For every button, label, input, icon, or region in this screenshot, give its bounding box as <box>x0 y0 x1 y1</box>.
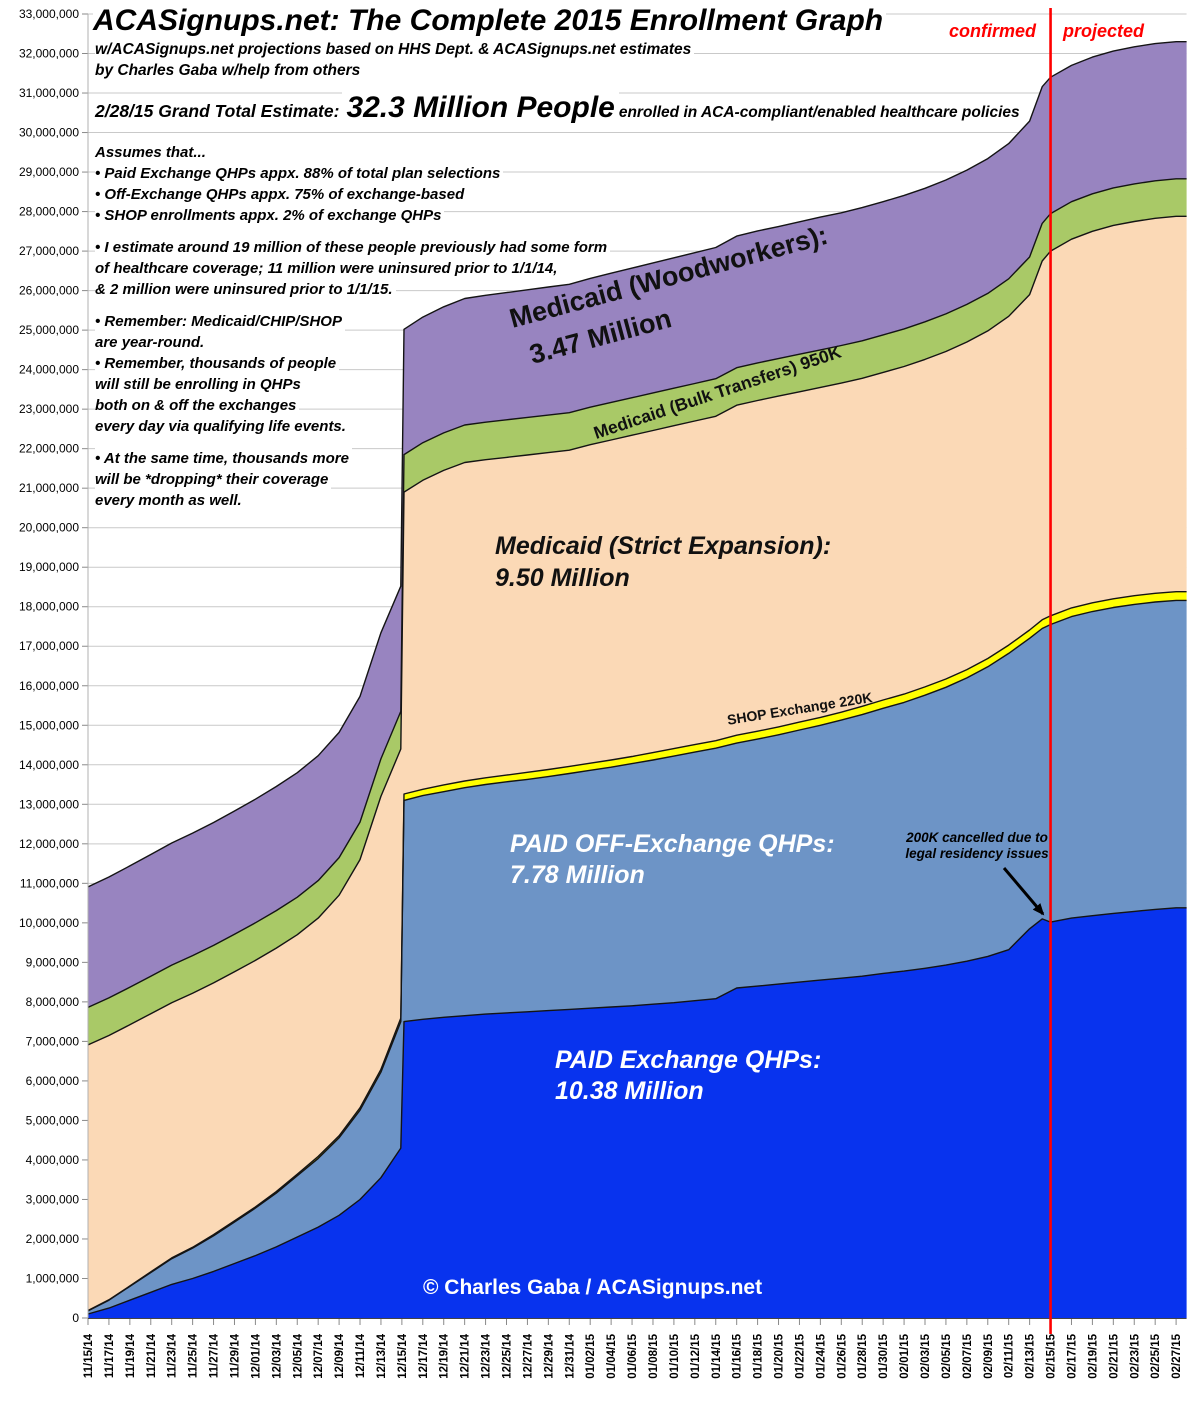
y-axis-tick-label: 32,000,000 <box>19 47 79 61</box>
x-axis-tick-label: 01/12/15 <box>690 1333 702 1378</box>
x-axis-tick-label: 01/02/15 <box>585 1333 597 1378</box>
y-axis-tick-label: 3,000,000 <box>26 1192 80 1206</box>
y-axis-tick-label: 26,000,000 <box>19 284 79 298</box>
x-axis-tick-label: 11/21/14 <box>146 1333 158 1378</box>
area-paid-exchange-qhps <box>88 907 1187 1318</box>
x-axis-tick-label: 12/23/14 <box>481 1333 493 1378</box>
y-axis-tick-label: 24,000,000 <box>19 363 79 377</box>
y-axis-tick-label: 14,000,000 <box>19 758 79 772</box>
y-axis-tick-label: 22,000,000 <box>19 442 79 456</box>
x-axis-tick-label: 01/26/15 <box>836 1333 848 1378</box>
x-axis-tick-label: 01/28/15 <box>857 1333 869 1378</box>
x-axis-tick-label: 12/15/14 <box>397 1333 409 1378</box>
x-axis-tick-label: 01/22/15 <box>794 1333 806 1378</box>
x-axis-tick-label: 12/01/14 <box>250 1333 262 1378</box>
y-axis-tick-label: 10,000,000 <box>19 916 79 930</box>
x-axis-tick-label: 02/19/15 <box>1087 1333 1099 1378</box>
x-axis-tick-label: 02/05/15 <box>941 1333 953 1378</box>
x-axis-tick-label: 12/29/14 <box>543 1333 555 1378</box>
y-axis-tick-label: 33,000,000 <box>19 7 79 21</box>
y-axis-tick-label: 7,000,000 <box>26 1034 80 1048</box>
x-axis-tick-label: 01/06/15 <box>627 1333 639 1378</box>
x-axis-tick-label: 12/07/14 <box>313 1333 325 1378</box>
y-axis-tick-label: 8,000,000 <box>26 995 80 1009</box>
x-axis-tick-label: 11/23/14 <box>167 1333 179 1378</box>
x-axis-tick-label: 11/25/14 <box>188 1333 200 1378</box>
y-axis-tick-label: 6,000,000 <box>26 1074 80 1088</box>
x-axis-tick-label: 12/11/14 <box>355 1333 367 1378</box>
x-axis-tick-label: 12/03/14 <box>271 1333 283 1378</box>
y-axis-tick-label: 28,000,000 <box>19 205 79 219</box>
x-axis-tick-label: 11/19/14 <box>125 1333 137 1378</box>
x-axis-tick-label: 02/21/15 <box>1108 1333 1120 1378</box>
x-axis-tick-label: 02/27/15 <box>1171 1333 1183 1378</box>
y-axis-tick-label: 9,000,000 <box>26 955 80 969</box>
x-axis-tick-label: 02/11/15 <box>1004 1333 1016 1378</box>
area-medicaid-strict-expansion- <box>88 216 1187 1311</box>
y-axis-tick-label: 17,000,000 <box>19 639 79 653</box>
x-axis-tick-label: 11/29/14 <box>229 1333 241 1378</box>
y-axis-tick-label: 11,000,000 <box>20 876 79 890</box>
x-axis-tick-label: 02/23/15 <box>1129 1333 1141 1378</box>
y-axis-tick-label: 18,000,000 <box>19 600 79 614</box>
x-axis-tick-label: 12/17/14 <box>418 1333 430 1378</box>
area-series <box>88 41 1187 1318</box>
y-axis-tick-label: 4,000,000 <box>26 1153 80 1167</box>
x-axis-tick-label: 12/13/14 <box>376 1333 388 1378</box>
y-axis-tick-label: 25,000,000 <box>19 323 79 337</box>
y-axis-tick-label: 27,000,000 <box>19 244 79 258</box>
x-axis-tick-label: 02/25/15 <box>1150 1333 1162 1378</box>
x-axis-tick-label: 02/09/15 <box>983 1333 995 1378</box>
x-axis-tick-label: 01/24/15 <box>815 1333 827 1378</box>
area-medicaid-bulk-transfers- <box>88 178 1187 1045</box>
y-axis-tick-label: 21,000,000 <box>19 481 79 495</box>
x-axis-tick-label: 12/25/14 <box>502 1333 514 1378</box>
x-axis-tick-label: 01/08/15 <box>648 1333 660 1378</box>
x-axis-tick-label: 12/21/14 <box>460 1333 472 1378</box>
x-axis-tick-label: 01/16/15 <box>732 1333 744 1378</box>
y-axis-tick-label: 19,000,000 <box>19 560 79 574</box>
x-axis-tick-label: 02/01/15 <box>899 1333 911 1378</box>
y-axis-tick-label: 15,000,000 <box>19 718 79 732</box>
x-axis-tick-label: 01/10/15 <box>669 1333 681 1378</box>
x-axis-tick-label: 12/27/14 <box>522 1333 534 1378</box>
y-axis-tick-label: 20,000,000 <box>19 521 79 535</box>
series-boundaries <box>87 41 1187 1315</box>
y-axis-tick-label: 29,000,000 <box>19 165 79 179</box>
x-axis-tick-label: 01/18/15 <box>753 1333 765 1378</box>
y-axis-tick-label: 13,000,000 <box>19 797 79 811</box>
y-axis-tick-label: 30,000,000 <box>19 126 79 140</box>
x-axis-tick-label: 01/20/15 <box>774 1333 786 1378</box>
x-axis-tick-label: 02/17/15 <box>1066 1333 1078 1378</box>
x-axis-tick-label: 02/03/15 <box>920 1333 932 1378</box>
y-axis-tick-label: 23,000,000 <box>19 402 79 416</box>
area-paid-off-exchange-qhps <box>88 600 1187 1314</box>
x-axis-tick-label: 12/05/14 <box>292 1333 304 1378</box>
area-medicaid-woodworkers- <box>88 41 1187 1008</box>
x-axis-tick-label: 11/15/14 <box>83 1333 95 1378</box>
y-axis-tick-label: 12,000,000 <box>19 837 79 851</box>
x-axis-tick-label: 12/09/14 <box>334 1333 346 1378</box>
y-axis: 0 1,000,000 2,000,000 3,000,000 4,000,000 5,0… <box>19 7 89 1325</box>
x-axis-tick-label: 12/31/14 <box>564 1333 576 1378</box>
x-axis: 11/15/14 11/17/14 11/19/14 11/21/14 11/23/14… <box>83 1318 1187 1379</box>
x-axis-tick-label: 02/15/15 <box>1046 1333 1058 1378</box>
y-axis-tick-label: 2,000,000 <box>26 1232 80 1246</box>
x-axis-tick-label: 12/19/14 <box>439 1333 451 1378</box>
x-axis-tick-label: 02/13/15 <box>1025 1333 1037 1378</box>
x-axis-tick-label: 11/17/14 <box>104 1333 116 1378</box>
x-axis-tick-label: 11/27/14 <box>209 1333 221 1378</box>
y-axis-tick-label: 31,000,000 <box>19 86 79 100</box>
y-axis-tick-label: 5,000,000 <box>26 1113 80 1127</box>
x-axis-tick-label: 01/04/15 <box>606 1333 618 1378</box>
annotation-arrow-icon <box>1002 867 1045 916</box>
x-axis-tick-label: 01/30/15 <box>878 1333 890 1378</box>
y-axis-tick-label: 0 <box>72 1311 79 1325</box>
x-axis-tick-label: 01/14/15 <box>711 1333 723 1378</box>
y-axis-tick-label: 1,000,000 <box>26 1271 80 1285</box>
y-axis-tick-label: 16,000,000 <box>19 679 79 693</box>
x-axis-tick-label: 02/07/15 <box>962 1333 974 1378</box>
